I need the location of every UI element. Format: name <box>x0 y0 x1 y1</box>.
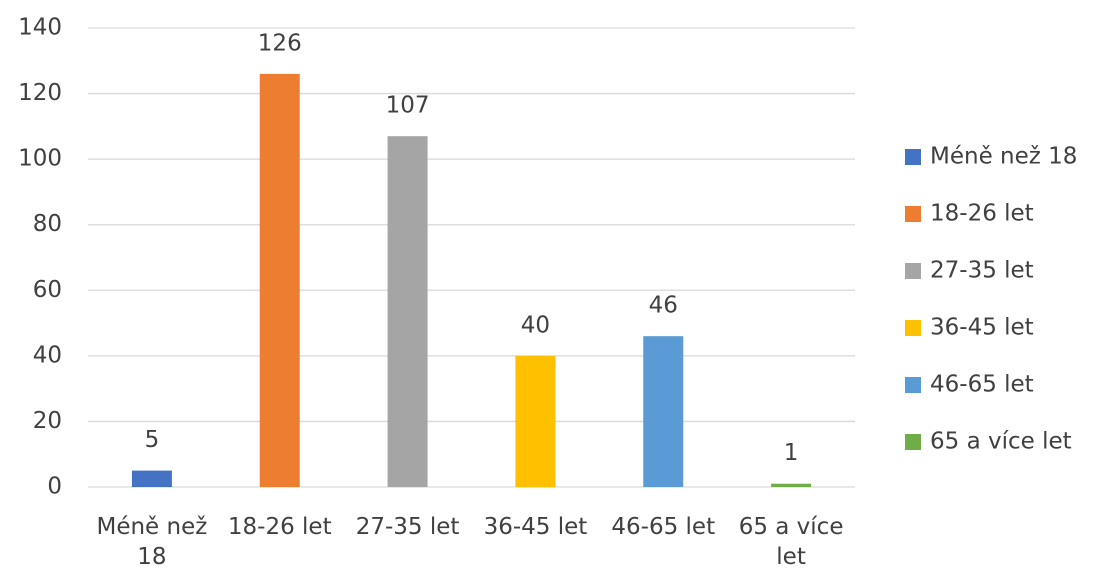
legend-swatch <box>905 263 921 279</box>
data-label: 5 <box>145 427 160 453</box>
data-label: 107 <box>386 93 430 119</box>
bar <box>771 483 812 487</box>
x-tick-label: 27-35 let <box>356 514 460 540</box>
y-tick-label: 120 <box>18 80 62 106</box>
data-label: 126 <box>258 30 302 56</box>
data-label: 1 <box>784 440 799 466</box>
legend-swatch <box>905 320 921 336</box>
legend-label: Méně než 18 <box>930 144 1077 170</box>
y-tick-label: 80 <box>33 211 62 237</box>
legend-swatch <box>905 434 921 450</box>
legend-swatch <box>905 149 921 165</box>
legend-label: 36-45 let <box>930 315 1034 341</box>
x-tick-label: 46-65 let <box>611 514 715 540</box>
y-tick-label: 0 <box>47 474 62 500</box>
x-tick-label: Méně než 18 <box>96 514 207 570</box>
y-tick-label: 60 <box>33 277 62 303</box>
legend-label: 18-26 let <box>930 201 1034 227</box>
bar <box>387 136 428 487</box>
bar <box>643 336 684 487</box>
legend-swatch <box>905 206 921 222</box>
y-tick-label: 100 <box>18 146 62 172</box>
legend-swatch <box>905 377 921 393</box>
x-tick-label: 18-26 let <box>228 514 332 540</box>
legend-label: 65 a více let <box>930 429 1072 455</box>
bar <box>515 355 556 487</box>
x-tick-label: 36-45 let <box>484 514 588 540</box>
bar <box>131 470 172 487</box>
y-tick-label: 20 <box>33 408 62 434</box>
data-label: 40 <box>521 312 550 338</box>
y-tick-label: 40 <box>33 342 62 368</box>
y-tick-label: 140 <box>18 15 62 41</box>
legend-label: 46-65 let <box>930 372 1034 398</box>
bar <box>259 73 300 488</box>
legend-label: 27-35 let <box>930 258 1034 284</box>
x-tick-label: 65 a více let <box>739 514 844 570</box>
data-label: 46 <box>649 293 678 319</box>
